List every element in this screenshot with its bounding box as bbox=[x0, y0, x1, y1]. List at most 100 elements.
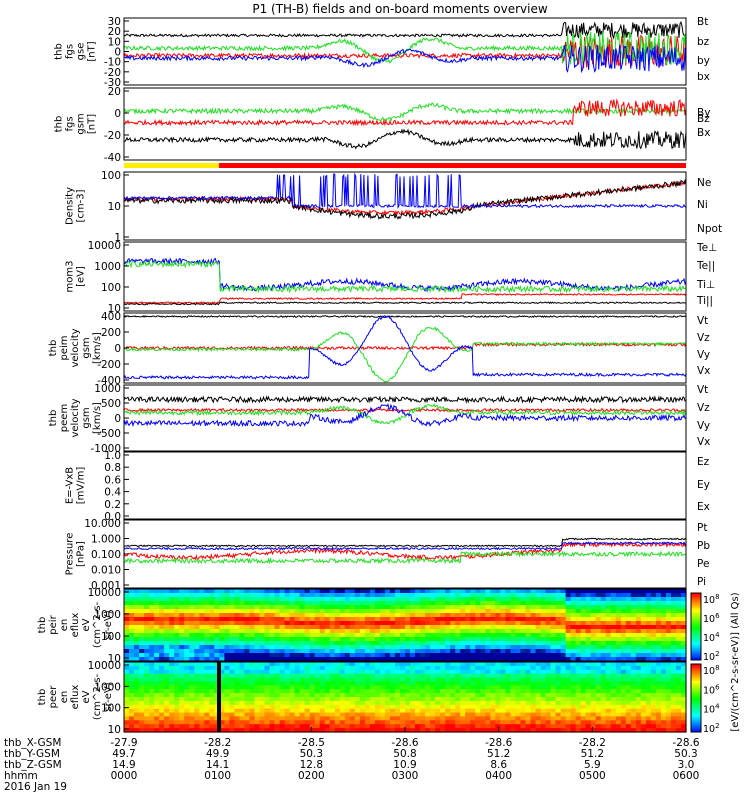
heat-cell bbox=[169, 673, 175, 679]
heat-cell bbox=[440, 673, 446, 679]
heat-cell bbox=[665, 621, 672, 626]
heat-cell bbox=[219, 621, 225, 626]
heat-cell bbox=[440, 629, 446, 634]
heat-cell bbox=[430, 589, 436, 594]
heat-cell bbox=[500, 673, 506, 679]
heat-cell bbox=[430, 685, 436, 690]
heat-cell bbox=[615, 593, 622, 598]
heat-cell bbox=[640, 704, 647, 710]
heat-cell bbox=[530, 673, 536, 679]
heat-cell bbox=[359, 589, 366, 594]
heat-cell bbox=[294, 693, 301, 698]
heat-cell bbox=[545, 708, 552, 714]
heat-cell bbox=[405, 601, 411, 606]
heat-cell bbox=[550, 685, 557, 690]
heat-cell bbox=[525, 681, 531, 686]
heat-cell bbox=[535, 700, 542, 706]
heat-cell bbox=[374, 621, 381, 626]
heat-cell bbox=[555, 657, 562, 662]
heat-cell bbox=[144, 716, 150, 721]
heat-cell bbox=[359, 593, 366, 598]
heat-cell bbox=[495, 689, 501, 694]
heat-cell bbox=[635, 657, 642, 662]
heat-cell bbox=[455, 712, 461, 718]
legend-entry: Vx bbox=[697, 436, 710, 448]
heat-cell bbox=[445, 589, 451, 594]
heat-cell bbox=[410, 593, 416, 598]
heat-cell bbox=[284, 712, 291, 718]
heat-cell bbox=[379, 708, 386, 714]
heat-cell bbox=[610, 609, 617, 614]
heat-cell bbox=[349, 593, 356, 598]
panel-p8: Pressure [nPa]10.0001.0000.1000.0100.001P… bbox=[65, 518, 711, 592]
heat-cell bbox=[369, 597, 376, 602]
heat-cell bbox=[660, 601, 667, 606]
heat-cell bbox=[480, 589, 486, 594]
heat-cell bbox=[600, 728, 607, 733]
heat-cell bbox=[164, 617, 170, 622]
heat-cell bbox=[610, 693, 617, 698]
heat-cell bbox=[445, 677, 451, 683]
heat-cell bbox=[389, 724, 396, 729]
heat-cell bbox=[334, 625, 341, 630]
heat-cell bbox=[184, 693, 190, 698]
heat-cell bbox=[134, 665, 140, 671]
heat-cell bbox=[309, 685, 316, 690]
legend: Te⊥Te||Ti⊥Ti|| bbox=[696, 242, 717, 307]
heat-cell bbox=[415, 708, 421, 714]
heat-cell bbox=[264, 716, 271, 721]
heat-cell bbox=[570, 617, 577, 622]
heat-cell bbox=[430, 629, 436, 634]
heat-cell bbox=[681, 609, 687, 614]
heat-cell bbox=[500, 633, 506, 638]
heat-cell bbox=[480, 665, 486, 671]
heat-cell bbox=[144, 645, 150, 650]
heat-cell bbox=[570, 605, 577, 610]
heat-cell bbox=[630, 693, 637, 698]
y-tick-label: -200 bbox=[97, 359, 121, 371]
heat-cell bbox=[159, 589, 165, 594]
heat-cell bbox=[440, 677, 446, 683]
heat-cell bbox=[520, 704, 526, 710]
heat-cell bbox=[435, 649, 441, 654]
heat-cell bbox=[670, 641, 677, 646]
heat-cell bbox=[440, 716, 446, 721]
heat-cell bbox=[570, 669, 577, 675]
heat-cell bbox=[470, 621, 476, 626]
heat-cell bbox=[214, 613, 220, 618]
heat-cell bbox=[655, 693, 662, 698]
heat-cell bbox=[655, 662, 662, 667]
heat-cell bbox=[555, 712, 562, 718]
heat-cell bbox=[384, 605, 391, 610]
y-tick-label: 0.100 bbox=[91, 549, 121, 561]
heat-cell bbox=[665, 720, 672, 725]
series-Pb bbox=[123, 540, 687, 561]
heat-cell bbox=[660, 649, 667, 654]
heat-cell bbox=[354, 724, 361, 729]
heat-cell bbox=[194, 589, 200, 594]
heat-cell bbox=[219, 597, 225, 602]
heat-cell bbox=[640, 589, 647, 594]
heat-cell bbox=[374, 589, 381, 594]
heat-cell bbox=[610, 613, 617, 618]
heat-cell bbox=[194, 605, 200, 610]
heat-cell bbox=[244, 685, 250, 690]
heat-cell bbox=[299, 601, 306, 606]
heat-cell bbox=[239, 593, 245, 598]
y-tick-label: 10 bbox=[108, 201, 121, 213]
heat-cell bbox=[279, 693, 286, 698]
y-tick-label: 10 bbox=[108, 36, 121, 48]
heat-cell bbox=[274, 712, 281, 718]
heat-cell bbox=[660, 693, 667, 698]
heat-cell bbox=[239, 657, 245, 662]
heat-cell bbox=[615, 708, 622, 714]
heat-cell bbox=[535, 593, 542, 598]
heat-cell bbox=[124, 673, 130, 679]
colorbar-step bbox=[691, 606, 701, 609]
heat-cell bbox=[159, 609, 165, 614]
heat-cell bbox=[189, 609, 195, 614]
heat-cell bbox=[455, 708, 461, 714]
heat-cell bbox=[364, 689, 371, 694]
heat-cell bbox=[199, 657, 205, 662]
